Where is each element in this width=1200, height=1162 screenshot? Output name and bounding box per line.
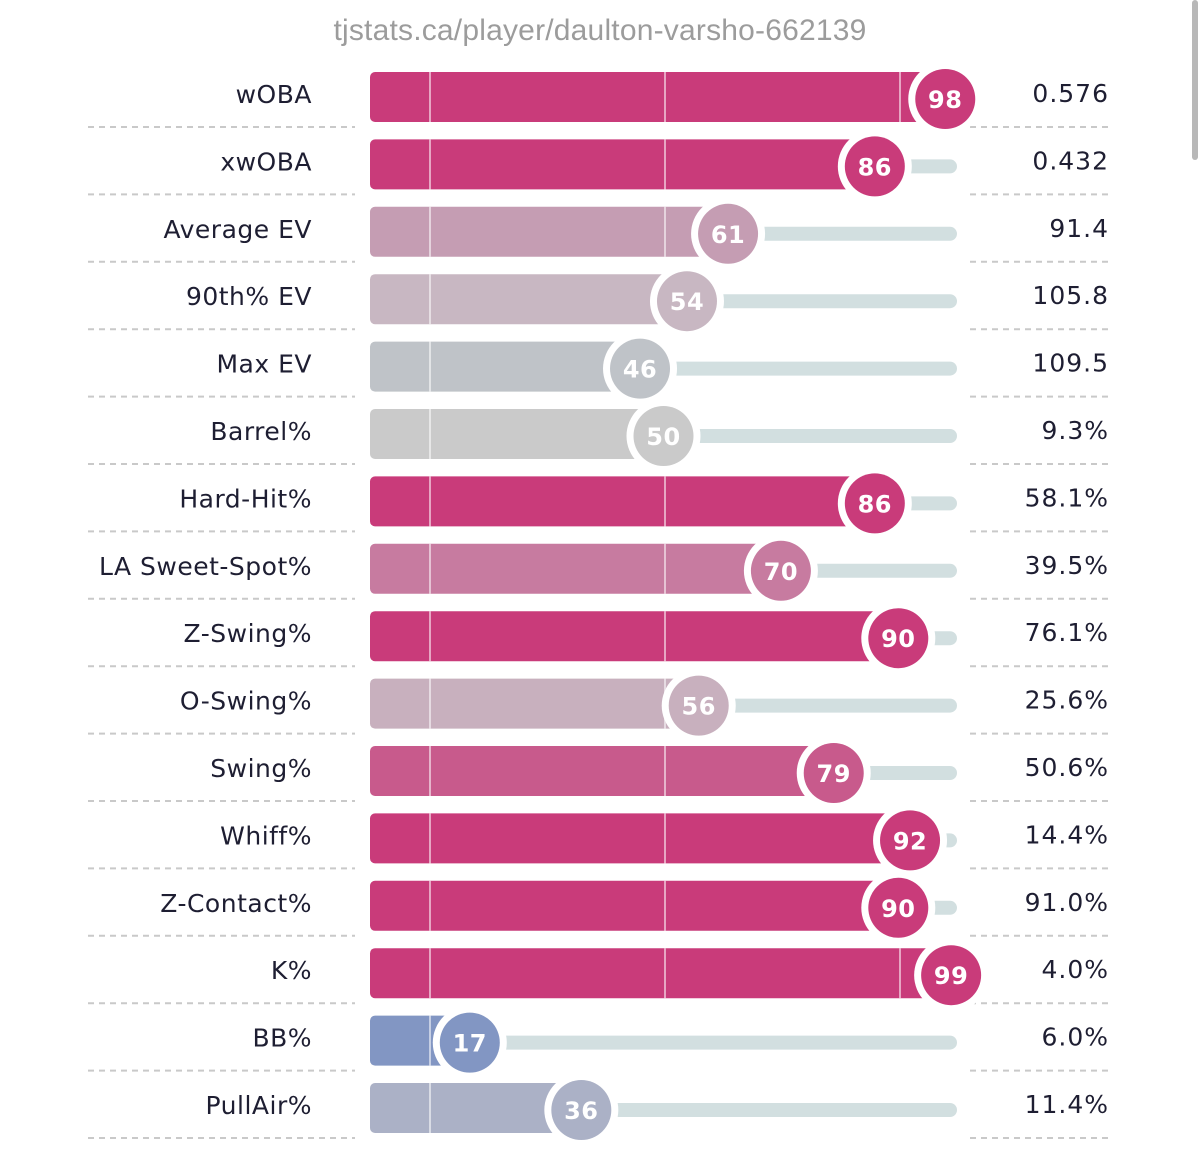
- bar-barrel: [370, 409, 664, 459]
- percentile-bb: 17: [453, 1030, 487, 1058]
- label-swing: Swing%: [210, 754, 312, 783]
- bar-o-swing: [370, 678, 699, 729]
- percentile-z-contact: 90: [881, 895, 915, 923]
- percentile-o-swing: 56: [682, 693, 716, 721]
- percentile-woba: 98: [928, 86, 962, 114]
- percentile-max-ev: 46: [623, 356, 657, 384]
- label-k: K%: [271, 956, 312, 985]
- percentile-xwoba: 86: [858, 153, 892, 181]
- bar-z-swing: [370, 611, 899, 662]
- badge-pullair: [551, 1080, 612, 1140]
- value-pullair: 11.4%: [1025, 1090, 1109, 1119]
- badge-o-swing: [668, 675, 729, 736]
- label-average-ev: Average EV: [163, 215, 312, 244]
- percentile-z-swing: 90: [881, 625, 915, 653]
- value-average-ev: 91.4: [1049, 214, 1109, 243]
- bar-hard-hit: [370, 476, 875, 527]
- badge-z-contact: [868, 877, 929, 938]
- badge-max-ev: [610, 338, 671, 399]
- badge-barrel: [633, 406, 694, 466]
- badge-z-swing: [868, 608, 929, 669]
- label-z-contact: Z-Contact%: [160, 889, 312, 918]
- label-max-ev: Max EV: [216, 350, 312, 379]
- percentile-whiff: 92: [893, 827, 927, 855]
- label-la-sweet-spot: LA Sweet-Spot%: [99, 552, 312, 581]
- badge-hard-hit: [844, 473, 905, 534]
- value-z-contact: 91.0%: [1025, 888, 1109, 917]
- badge-k: [921, 945, 982, 1006]
- bar-woba: [370, 72, 946, 122]
- value-max-ev: 109.5: [1032, 349, 1109, 378]
- bar-whiff: [370, 813, 911, 864]
- label-z-swing: Z-Swing%: [184, 619, 312, 648]
- value-la-sweet-spot: 39.5%: [1025, 551, 1109, 580]
- track-bb: [370, 1035, 957, 1050]
- label-o-swing: O-Swing%: [180, 687, 312, 716]
- value-bb: 6.0%: [1041, 1023, 1109, 1052]
- percentile-pullair: 36: [564, 1097, 598, 1125]
- badge-swing: [803, 743, 864, 803]
- value-woba: 0.576: [1032, 79, 1109, 108]
- scrollbar[interactable]: [1192, 0, 1198, 160]
- label-pullair: PullAir%: [206, 1091, 312, 1120]
- percentile-average-ev: 61: [711, 221, 745, 249]
- percentile-hard-hit: 86: [858, 490, 892, 518]
- bar-z-contact: [370, 880, 899, 931]
- bar-la-sweet-spot: [370, 543, 781, 594]
- value-k: 4.0%: [1041, 955, 1109, 984]
- value-hard-hit: 58.1%: [1025, 483, 1109, 512]
- value-swing: 50.6%: [1025, 753, 1109, 782]
- bar-k: [370, 948, 952, 999]
- bar-90th-ev: [370, 274, 687, 325]
- value-xwoba: 0.432: [1032, 146, 1109, 175]
- label-hard-hit: Hard-Hit%: [179, 484, 312, 513]
- label-90th-ev: 90th% EV: [186, 282, 312, 311]
- badge-xwoba: [844, 136, 905, 197]
- percentile-k: 99: [934, 962, 968, 990]
- badge-90th-ev: [656, 271, 717, 332]
- badge-bb: [439, 1012, 500, 1073]
- badge-whiff: [880, 810, 941, 871]
- percentile-barrel: 50: [646, 423, 680, 451]
- percentile-90th-ev: 54: [670, 288, 704, 316]
- bar-average-ev: [370, 206, 729, 257]
- label-whiff: Whiff%: [220, 821, 312, 850]
- badge-average-ev: [698, 203, 759, 264]
- badge-la-sweet-spot: [750, 540, 811, 601]
- bar-pullair: [370, 1083, 582, 1133]
- label-bb: BB%: [252, 1024, 312, 1053]
- value-barrel: 9.3%: [1041, 416, 1109, 445]
- label-xwoba: xwOBA: [220, 147, 312, 176]
- value-whiff: 14.4%: [1025, 820, 1109, 849]
- value-90th-ev: 105.8: [1032, 281, 1109, 310]
- value-z-swing: 76.1%: [1025, 618, 1109, 647]
- percentile-swing: 79: [817, 760, 851, 788]
- badge-woba: [915, 69, 976, 129]
- label-woba: wOBA: [236, 80, 312, 109]
- bar-swing: [370, 746, 834, 796]
- source-url[interactable]: tjstats.ca/player/daulton-varsho-662139: [333, 14, 867, 47]
- label-barrel: Barrel%: [210, 417, 312, 446]
- bar-xwoba: [370, 139, 875, 190]
- bar-max-ev: [370, 341, 641, 392]
- value-o-swing: 25.6%: [1025, 686, 1109, 715]
- percentile-la-sweet-spot: 70: [764, 558, 798, 586]
